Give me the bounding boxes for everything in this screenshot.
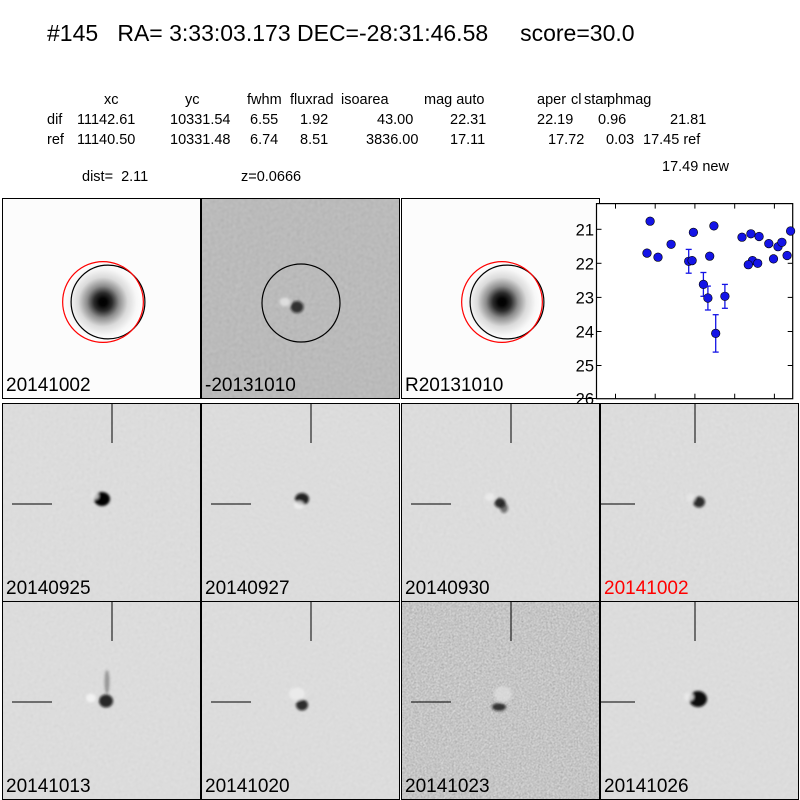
- svg-text:24: 24: [576, 324, 594, 342]
- svg-text:23: 23: [576, 289, 594, 307]
- svg-text:25: 25: [576, 358, 594, 376]
- svg-text:22: 22: [576, 255, 594, 273]
- svg-text:21: 21: [576, 221, 594, 239]
